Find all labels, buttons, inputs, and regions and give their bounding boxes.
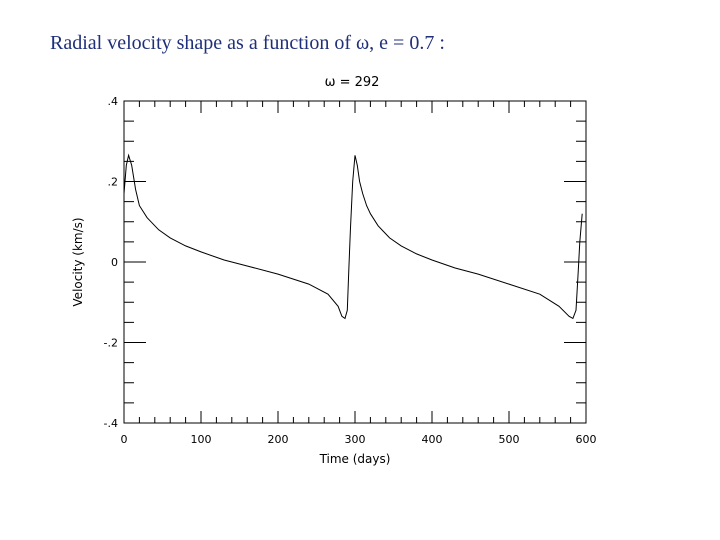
velocity-curve xyxy=(123,153,583,320)
x-tick-label: 300 xyxy=(345,433,366,446)
y-tick-label: -.4 xyxy=(104,417,118,430)
chart-title: ω = 292 xyxy=(325,75,380,90)
y-tick-label: .4 xyxy=(108,95,119,108)
x-tick-label: 600 xyxy=(576,433,597,446)
y-axis-label: Velocity (km/s) xyxy=(71,217,85,306)
x-tick-label: 100 xyxy=(191,433,212,446)
y-tick-label: 0 xyxy=(111,256,118,269)
y-ticks: -.4 -.2 0 .2 .4 xyxy=(104,95,586,430)
x-tick-label: 500 xyxy=(499,433,520,446)
x-ticks: 0 100 200 300 400 500 600 xyxy=(121,101,597,446)
x-tick-label: 200 xyxy=(268,433,289,446)
y-tick-label: .2 xyxy=(108,176,119,189)
slide-title: Radial velocity shape as a function of ω… xyxy=(50,32,445,54)
x-tick-label: 400 xyxy=(422,433,443,446)
x-axis-label: Time (days) xyxy=(319,452,391,466)
x-tick-label: 0 xyxy=(121,433,128,446)
plot-frame xyxy=(123,100,587,424)
y-tick-label: -.2 xyxy=(104,337,118,350)
